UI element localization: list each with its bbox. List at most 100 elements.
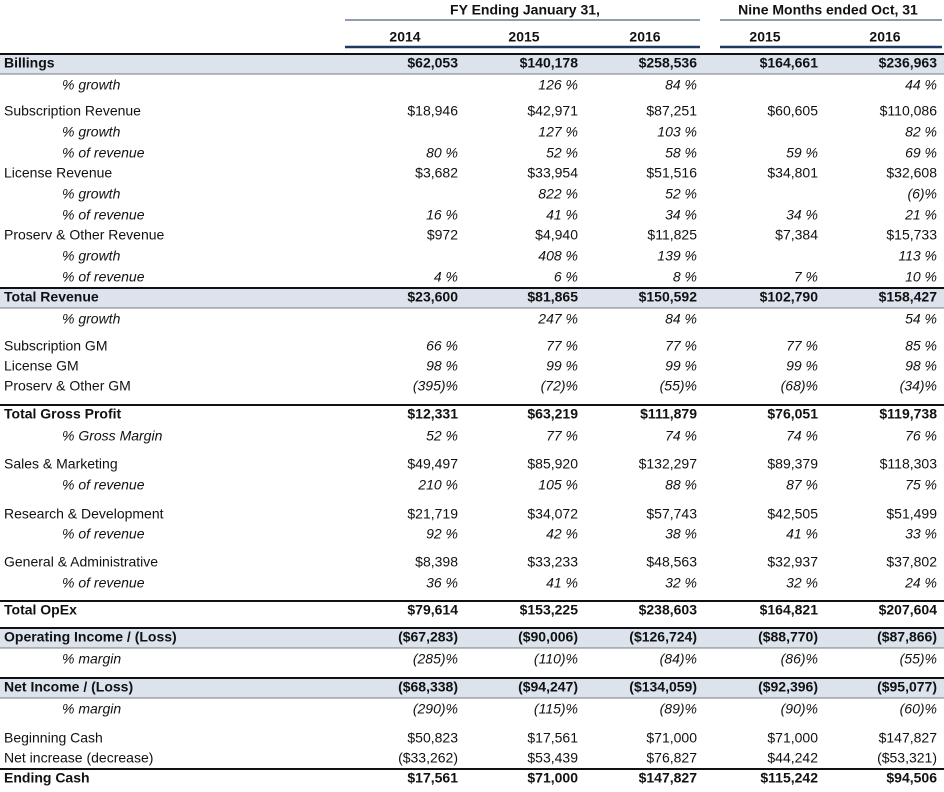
row-label: Total Gross Profit	[4, 406, 122, 422]
cell-value: $11,825	[647, 227, 697, 243]
cell-value: 52 %	[426, 428, 458, 444]
cell-value: $44,242	[767, 750, 818, 766]
cell-value: $132,297	[639, 456, 698, 472]
cell-value: $57,743	[646, 506, 697, 522]
cell-value: $238,603	[639, 602, 698, 618]
cell-value: (285)%	[413, 651, 458, 667]
cell-value: 34 %	[786, 207, 818, 223]
cell-value: $18,946	[407, 103, 458, 119]
cell-value: (72)%	[541, 378, 578, 394]
row-label: % margin	[62, 651, 121, 667]
row-label: % of revenue	[62, 207, 145, 223]
cell-value: $76,827	[646, 750, 697, 766]
cell-value: 88 %	[665, 477, 697, 493]
cell-value: 52 %	[546, 145, 578, 161]
row-label: Billings	[4, 55, 55, 71]
year-header: 2016	[629, 29, 660, 45]
cell-value: 54 %	[905, 311, 937, 327]
cell-value: $164,661	[760, 55, 819, 71]
cell-value: 41 %	[786, 526, 818, 542]
row-label: Proserv & Other Revenue	[4, 227, 165, 243]
cell-value: 84 %	[665, 311, 697, 327]
cell-value: 113 %	[898, 248, 937, 264]
cell-value: $12,331	[407, 406, 458, 422]
row-shade	[0, 54, 944, 74]
row-label: License Revenue	[4, 165, 112, 181]
cell-value: 77 %	[546, 338, 578, 354]
cell-value: ($87,866)	[877, 629, 937, 645]
row-label: Operating Income / (Loss)	[4, 629, 177, 645]
row-label: Total OpEx	[4, 602, 77, 618]
cell-value: (60)%	[900, 701, 937, 717]
cell-value: ($68,338)	[398, 679, 458, 695]
cell-value: $32,937	[767, 554, 818, 570]
cell-value: $207,604	[879, 602, 938, 618]
cell-value: $258,536	[639, 55, 698, 71]
cell-value: (34)%	[900, 378, 937, 394]
cell-value: 105 %	[538, 477, 578, 493]
cell-value: $236,963	[879, 55, 938, 71]
year-header: 2015	[749, 29, 780, 45]
year-header: 2016	[869, 29, 900, 45]
cell-value: 77 %	[546, 428, 578, 444]
cell-value: $33,233	[527, 554, 578, 570]
cell-value: $81,865	[527, 289, 578, 305]
cell-value: 32 %	[786, 575, 818, 591]
cell-value: $8,398	[415, 554, 458, 570]
row-label: General & Administrative	[4, 554, 158, 570]
cell-value: 42 %	[546, 526, 578, 542]
cell-value: 66 %	[426, 338, 458, 354]
cell-value: 59 %	[786, 145, 818, 161]
cell-value: 98 %	[426, 358, 458, 374]
row-shade	[0, 628, 944, 648]
cell-value: $21,719	[407, 506, 458, 522]
cell-value: 822 %	[538, 186, 578, 202]
cell-value: 98 %	[905, 358, 937, 374]
cell-value: 44 %	[905, 77, 937, 93]
cell-value: $76,051	[767, 406, 818, 422]
cell-value: 408 %	[538, 248, 578, 264]
year-header: 2014	[389, 29, 420, 45]
cell-value: 103 %	[657, 124, 697, 140]
row-label: % of revenue	[62, 477, 145, 493]
cell-value: $89,379	[767, 456, 818, 472]
cell-value: $118,303	[880, 456, 938, 472]
cell-value: 139 %	[657, 248, 697, 264]
cell-value: 69 %	[905, 145, 937, 161]
row-label: License GM	[4, 358, 79, 374]
cell-value: 210 %	[417, 477, 458, 493]
cell-value: 85 %	[905, 338, 937, 354]
cell-value: 24 %	[904, 575, 937, 591]
row-label: Sales & Marketing	[4, 456, 118, 472]
cell-value: 126 %	[538, 77, 578, 93]
cell-value: 32 %	[665, 575, 697, 591]
cell-value: $51,516	[646, 165, 697, 181]
row-shade	[0, 288, 944, 308]
cell-value: $153,225	[520, 602, 579, 618]
cell-value: $79,614	[407, 602, 458, 618]
cell-value: 36 %	[426, 575, 458, 591]
cell-value: 74 %	[786, 428, 818, 444]
cell-value: $51,499	[886, 506, 937, 522]
cell-value: $71,000	[646, 730, 697, 746]
row-label: Subscription Revenue	[4, 103, 141, 119]
cell-value: $49,497	[407, 456, 458, 472]
cell-value: ($33,262)	[398, 750, 458, 766]
cell-value: (6)%	[907, 186, 937, 202]
group-header: Nine Months ended Oct, 31	[738, 2, 918, 18]
cell-value: 87 %	[786, 477, 818, 493]
cell-value: ($67,283)	[398, 629, 458, 645]
row-label: % growth	[62, 77, 121, 93]
cell-value: 8 %	[673, 269, 697, 285]
row-label: Ending Cash	[4, 770, 90, 786]
cell-value: ($126,724)	[629, 629, 697, 645]
cell-value: 6 %	[554, 269, 578, 285]
cell-value: $115,242	[760, 770, 818, 786]
cell-value: $15,733	[886, 227, 937, 243]
cell-value: $42,505	[767, 506, 818, 522]
row-label: Net increase (decrease)	[4, 750, 153, 766]
cell-value: 127 %	[538, 124, 578, 140]
row-label: % growth	[62, 311, 121, 327]
cell-value: ($53,321)	[877, 750, 937, 766]
